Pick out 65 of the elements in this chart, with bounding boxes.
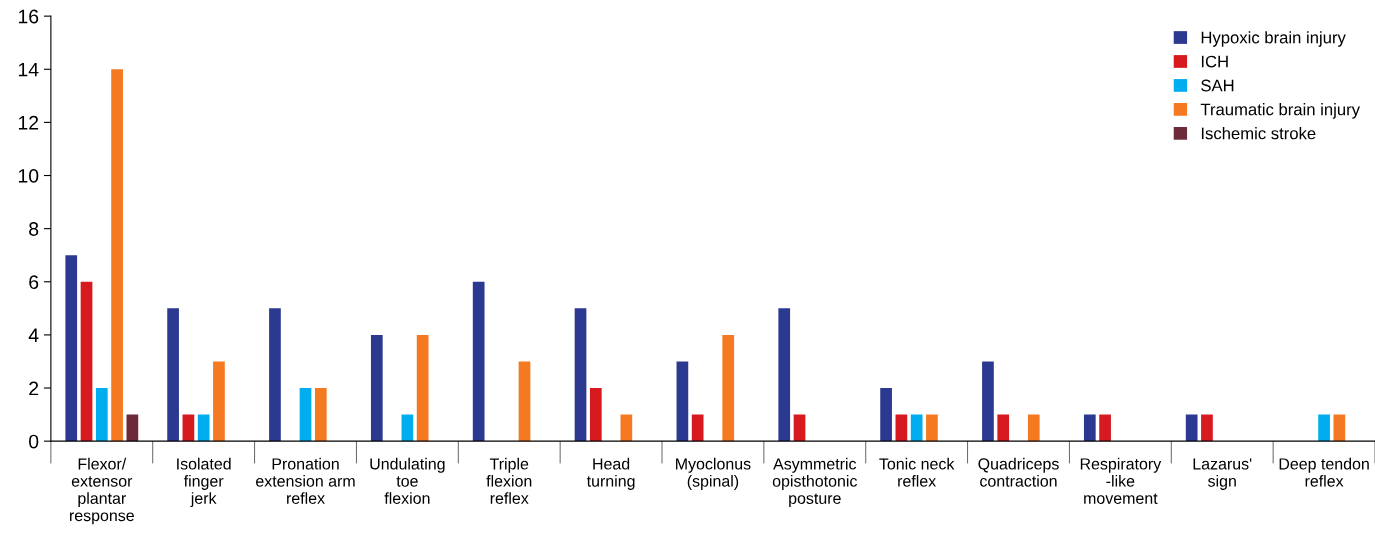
- y-tick-label: 4: [28, 328, 39, 342]
- bar: [722, 334, 735, 442]
- bar: [126, 414, 139, 442]
- legend-label: SAH: [1201, 79, 1234, 92]
- bar: [401, 414, 414, 442]
- y-tick-label: 0: [29, 434, 39, 449]
- bar: [518, 361, 531, 442]
- bar: [472, 281, 485, 442]
- x-tick-label: Flexor/ extensor plantar response: [70, 457, 134, 525]
- bar: [895, 414, 908, 442]
- bar: [793, 414, 806, 442]
- bar: [778, 308, 791, 442]
- x-tick-label: Deep tendon reflex: [1279, 457, 1369, 487]
- bar: [111, 69, 123, 442]
- x-tick-label: Triple flexion reflex: [486, 457, 532, 504]
- y-tick-label: 10: [18, 168, 39, 183]
- x-tick-label: Lazarus' sign: [1193, 458, 1252, 490]
- bar: [1083, 414, 1096, 442]
- bar: [997, 414, 1010, 442]
- bar: [926, 414, 938, 442]
- y-tick-label: 12: [18, 115, 39, 130]
- bar: [299, 388, 312, 442]
- bar: [880, 388, 892, 442]
- x-tick-label: Myoclonus (spinal): [676, 457, 751, 490]
- x-tick-label: Undulating toe flexion: [370, 457, 445, 504]
- y-tick-label: 14: [18, 62, 39, 77]
- x-tick-label: Head turning: [586, 457, 635, 490]
- bar: [691, 414, 704, 442]
- bar: [676, 361, 689, 442]
- bar: [95, 388, 108, 442]
- bar: [1185, 414, 1198, 442]
- bar: [574, 308, 587, 442]
- x-tick-label: Isolated finger jerk: [177, 457, 231, 508]
- x-tick-label: Tonic neck reflex: [879, 457, 955, 487]
- x-tick-label: Respiratory -like movement: [1080, 457, 1162, 504]
- y-tick-label: 16: [18, 9, 39, 24]
- legend-label: Ischemic stroke: [1201, 127, 1316, 140]
- x-tick-label: Pronation extension arm reflex: [256, 457, 355, 504]
- legend-label: Traumatic brain injury: [1200, 103, 1360, 119]
- legend-label: Hypoxic brain injury: [1201, 31, 1346, 47]
- bar: [589, 388, 602, 442]
- bar: [1027, 414, 1040, 442]
- legend-label: ICH: [1201, 55, 1228, 68]
- bar: [620, 414, 633, 442]
- bar: [80, 281, 93, 442]
- bar: [1099, 414, 1111, 442]
- bar: [65, 255, 78, 442]
- bar: [197, 414, 210, 442]
- bar: [370, 334, 383, 442]
- bar: [182, 414, 195, 442]
- x-tick-label: Asymmetric opisthotonic posture: [772, 457, 857, 508]
- bar: [1201, 414, 1213, 442]
- y-tick-label: 6: [29, 275, 39, 290]
- x-tick-label: Quadriceps contraction: [978, 457, 1059, 487]
- bar: [167, 308, 179, 442]
- bar: [314, 388, 327, 442]
- bar: [213, 361, 225, 442]
- bar: [910, 414, 923, 442]
- bar: [982, 361, 994, 442]
- y-tick-label: 8: [29, 222, 39, 236]
- bar: [269, 308, 281, 442]
- y-tick-label: 2: [29, 381, 39, 396]
- bar: [416, 334, 429, 442]
- bar: [1333, 414, 1346, 442]
- bar: [1318, 414, 1330, 442]
